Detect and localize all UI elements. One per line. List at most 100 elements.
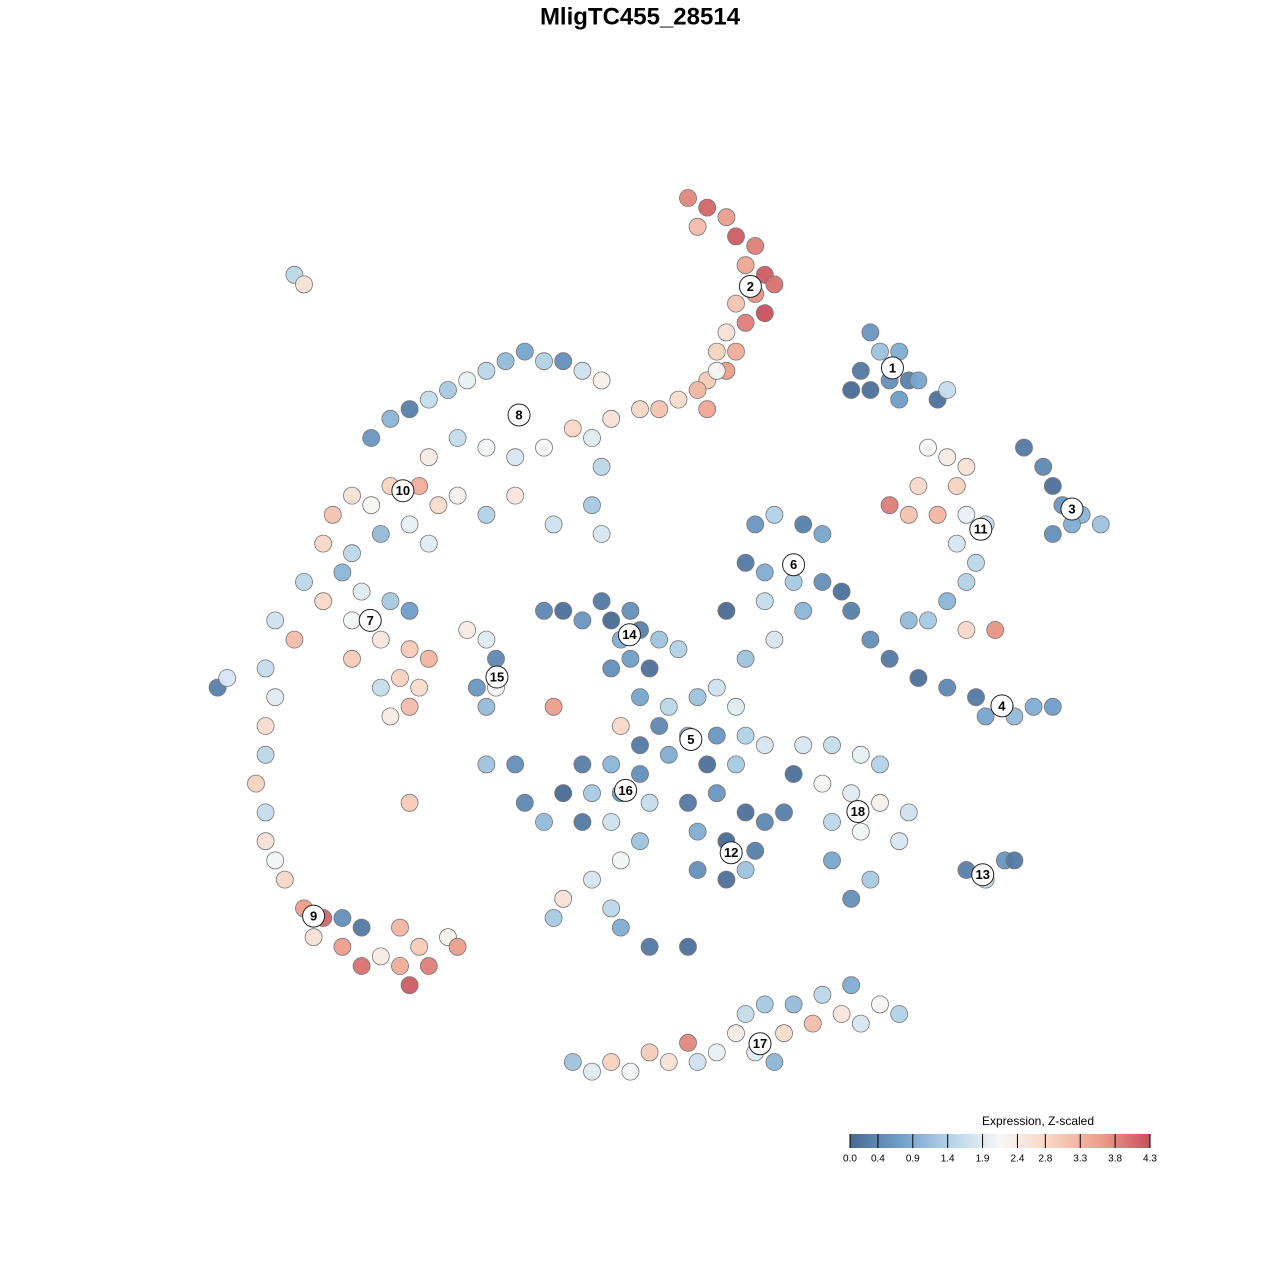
point bbox=[535, 601, 553, 620]
cluster-label-bg bbox=[617, 623, 641, 647]
point bbox=[957, 505, 976, 524]
point bbox=[400, 515, 419, 534]
cluster-label-bg bbox=[880, 356, 904, 380]
point bbox=[410, 678, 429, 697]
point bbox=[880, 649, 899, 668]
cluster-label-bg bbox=[302, 904, 326, 928]
colorbar-tick-label: 0.9 bbox=[906, 1154, 920, 1165]
point bbox=[400, 697, 419, 716]
point bbox=[947, 534, 966, 553]
point bbox=[400, 400, 419, 419]
point bbox=[871, 755, 889, 774]
point bbox=[621, 601, 640, 620]
point bbox=[736, 256, 755, 275]
colorbar-tick-label: 1.9 bbox=[976, 1154, 990, 1165]
point bbox=[391, 957, 409, 975]
point bbox=[602, 409, 621, 428]
point bbox=[343, 611, 361, 630]
point bbox=[621, 1062, 640, 1081]
point bbox=[592, 525, 611, 543]
point bbox=[631, 400, 649, 419]
point bbox=[755, 995, 774, 1014]
cluster-label: 17 bbox=[753, 1036, 767, 1051]
point bbox=[650, 630, 669, 649]
point bbox=[448, 429, 467, 447]
point bbox=[352, 582, 371, 601]
point bbox=[851, 361, 870, 380]
point bbox=[256, 803, 275, 822]
point bbox=[439, 381, 457, 399]
point bbox=[544, 909, 563, 927]
point bbox=[880, 496, 899, 515]
point bbox=[400, 793, 419, 812]
points bbox=[208, 189, 1110, 1081]
point bbox=[707, 726, 726, 745]
point bbox=[640, 659, 659, 678]
point bbox=[659, 1053, 678, 1071]
point bbox=[765, 1053, 784, 1071]
point bbox=[563, 1053, 582, 1071]
point bbox=[813, 525, 832, 543]
point bbox=[794, 736, 813, 755]
point bbox=[650, 400, 669, 419]
point bbox=[976, 707, 995, 726]
colorbar-title: Expression, Z-scaled bbox=[982, 1114, 1094, 1128]
point bbox=[477, 697, 496, 716]
point bbox=[688, 381, 707, 399]
point bbox=[592, 371, 611, 390]
point bbox=[871, 342, 889, 361]
point bbox=[602, 813, 621, 831]
point bbox=[746, 515, 765, 534]
cluster-label-bg bbox=[990, 694, 1014, 718]
point bbox=[1043, 477, 1062, 495]
point bbox=[295, 275, 313, 294]
point bbox=[535, 352, 553, 371]
point bbox=[266, 688, 285, 707]
point bbox=[611, 717, 630, 735]
point bbox=[631, 736, 649, 755]
point bbox=[391, 918, 409, 937]
point bbox=[967, 688, 985, 707]
point bbox=[707, 784, 726, 803]
colorbar: Expression, Z-scaled 0.0 0.4 0.9 1.4 1.9 2.4 2… bbox=[843, 1114, 1157, 1164]
point bbox=[1015, 438, 1033, 457]
cluster-label: 9 bbox=[310, 909, 317, 924]
point bbox=[515, 342, 534, 361]
cluster-label-bg bbox=[782, 553, 806, 577]
point bbox=[813, 573, 832, 591]
point bbox=[717, 601, 736, 620]
point bbox=[842, 976, 861, 995]
point bbox=[813, 774, 832, 793]
point bbox=[573, 361, 592, 380]
point bbox=[563, 419, 582, 438]
point bbox=[352, 957, 371, 975]
point bbox=[775, 803, 793, 822]
point bbox=[371, 678, 390, 697]
point bbox=[583, 784, 601, 803]
point bbox=[487, 649, 505, 668]
point bbox=[698, 400, 717, 419]
point bbox=[1043, 697, 1062, 716]
cluster-label-bg bbox=[358, 608, 382, 632]
point bbox=[909, 669, 928, 687]
point bbox=[506, 486, 525, 505]
point bbox=[314, 592, 333, 611]
point bbox=[851, 822, 870, 841]
point bbox=[957, 573, 976, 591]
point bbox=[583, 1062, 601, 1081]
point bbox=[919, 611, 937, 630]
point bbox=[851, 745, 870, 764]
point bbox=[861, 870, 880, 889]
point bbox=[256, 717, 275, 735]
point bbox=[458, 371, 477, 390]
point bbox=[1034, 457, 1053, 476]
point bbox=[218, 669, 237, 687]
point bbox=[583, 870, 601, 889]
point bbox=[899, 803, 918, 822]
point bbox=[890, 832, 909, 851]
cluster-label-bg bbox=[969, 517, 993, 541]
point bbox=[602, 1053, 621, 1071]
point bbox=[419, 534, 438, 553]
point bbox=[352, 918, 371, 937]
